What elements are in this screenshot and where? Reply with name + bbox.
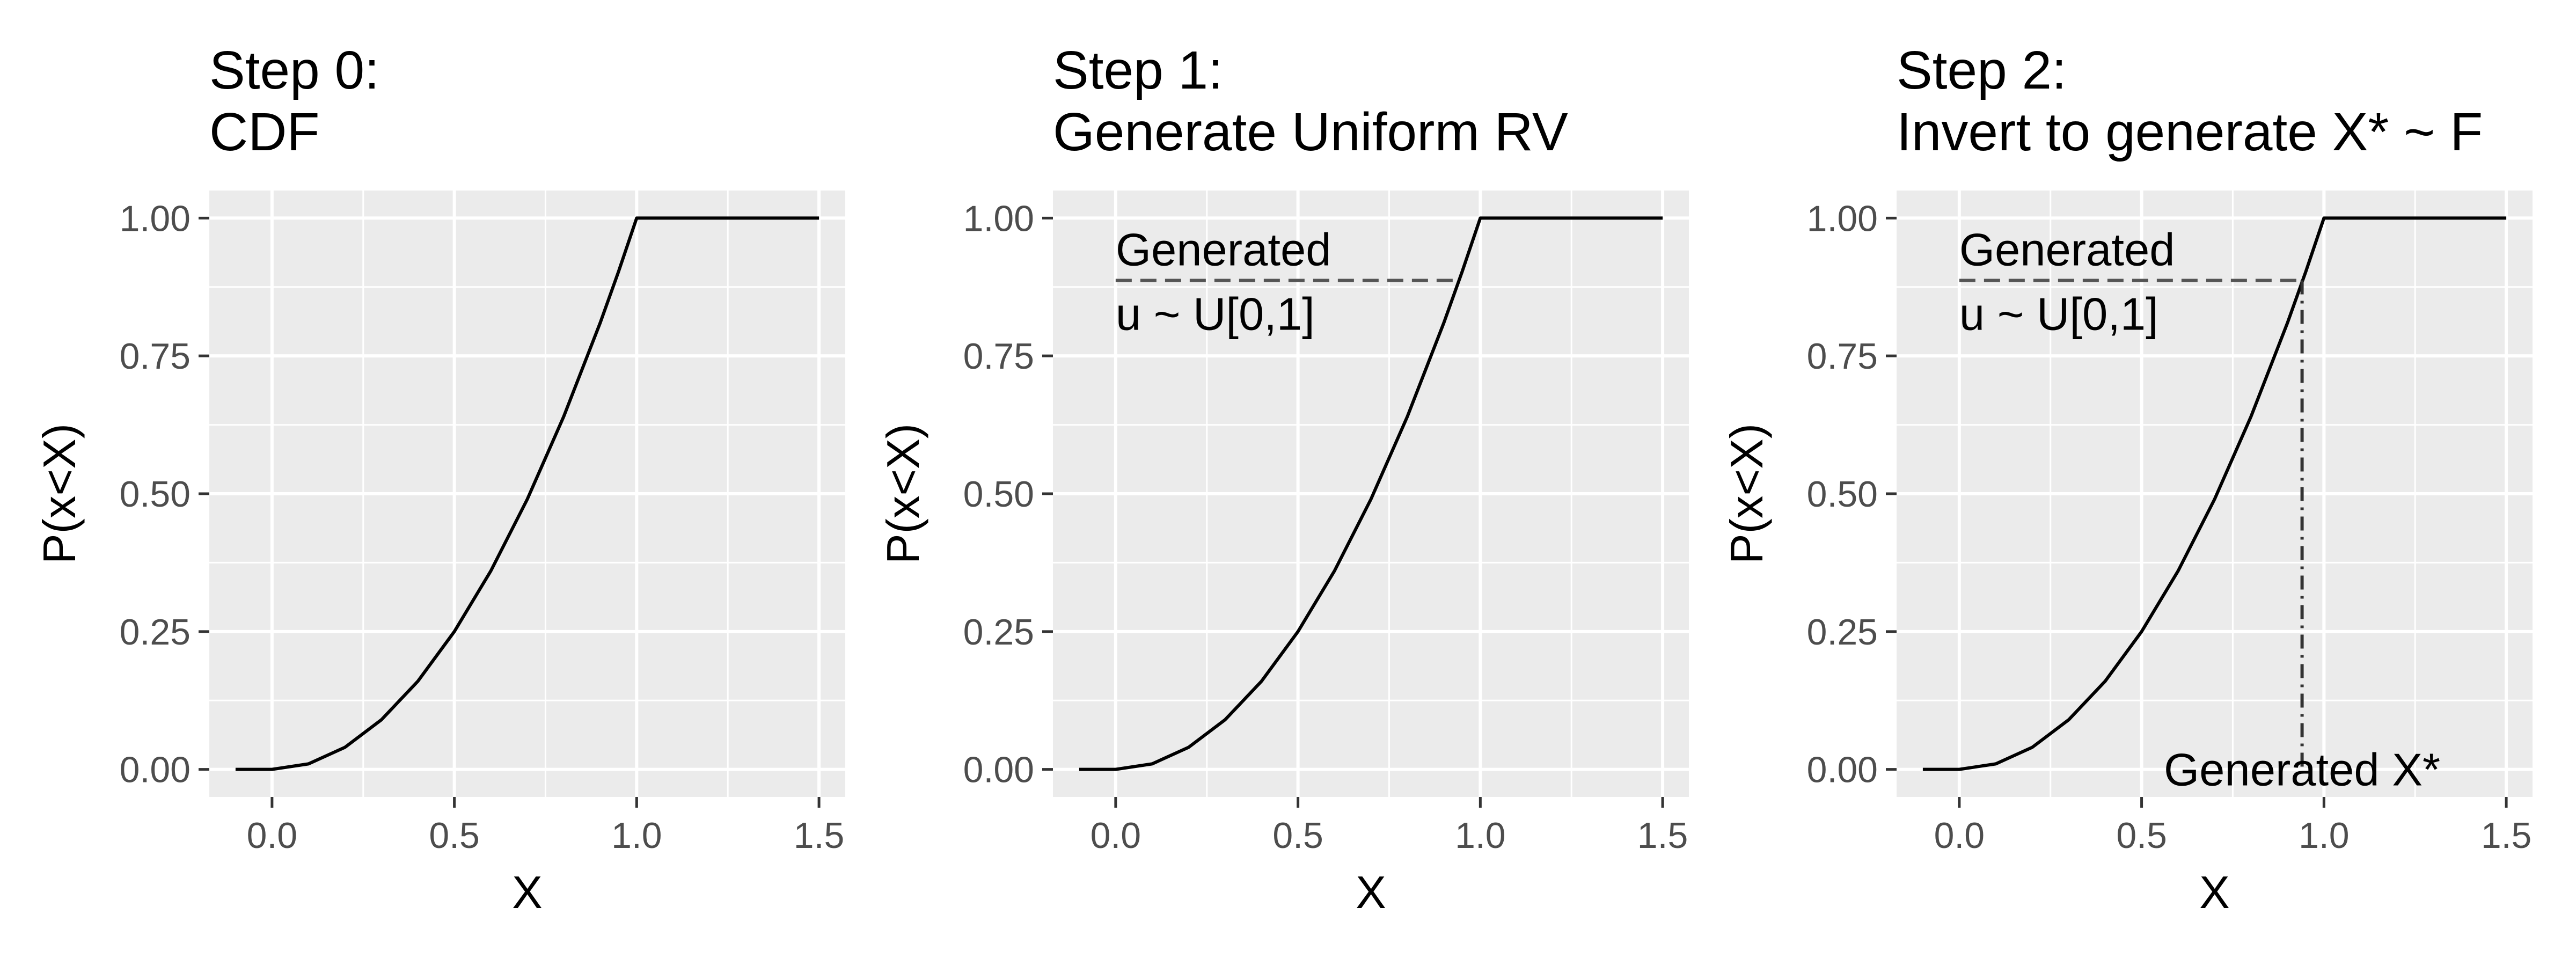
y-tick-label: 0.25 xyxy=(120,612,191,653)
x-tick-label: 1.5 xyxy=(1637,815,1688,856)
panel-title-line2: Invert to generate X* ~ F xyxy=(1897,102,2483,162)
annotation-generated-label: Generated xyxy=(1959,224,2175,275)
y-tick-label: 0.25 xyxy=(1807,612,1878,653)
annotation-uniform-label: u ~ U[0,1] xyxy=(1959,289,2158,340)
cdf-line-series-0 xyxy=(1079,216,1663,771)
annotation-uniform-label: u ~ U[0,1] xyxy=(1116,289,1315,340)
y-axis-title: P(x<X) xyxy=(878,423,929,564)
x-tick-label: 1.0 xyxy=(2299,815,2350,856)
y-tick-label: 0.75 xyxy=(963,336,1034,377)
x-tick-label: 1.0 xyxy=(611,815,662,856)
y-tick-label: 0.50 xyxy=(1807,474,1878,515)
y-tick-label: 1.00 xyxy=(120,198,191,239)
panel-title-line1: Step 1: xyxy=(1053,40,1223,100)
y-tick-label: 0.00 xyxy=(963,750,1034,791)
panel-1: Step 1:Generate Uniform RV 0.00 0.25 0.50 0.… xyxy=(878,40,1689,918)
x-tick-label: 0.5 xyxy=(2116,815,2167,856)
annotation-generated-label: Generated xyxy=(1116,224,1331,275)
y-tick-label: 0.75 xyxy=(120,336,191,377)
y-axis-title: P(x<X) xyxy=(34,423,85,564)
x-tick-label: 0.5 xyxy=(1272,815,1323,856)
y-tick-label: 1.00 xyxy=(963,198,1034,239)
annotation-generated-x-label: Generated X* xyxy=(2164,745,2440,796)
x-tick-label: 1.5 xyxy=(794,815,845,856)
panel-title-line2: Generate Uniform RV xyxy=(1053,102,1568,162)
x-tick-label: 1.0 xyxy=(1455,815,1506,856)
x-axis-title: X xyxy=(1356,867,1386,918)
panel-title-line1: Step 2: xyxy=(1897,40,2067,100)
y-tick-label: 0.00 xyxy=(120,750,191,791)
x-tick-label: 0.0 xyxy=(1091,815,1141,856)
y-axis-title: P(x<X) xyxy=(1722,423,1773,564)
panel-title-line1: Step 0: xyxy=(209,40,379,100)
cdf-line-series-0 xyxy=(235,216,819,771)
y-tick-label: 0.00 xyxy=(1807,750,1878,791)
panel-2: Step 2:Invert to generate X* ~ F 0.00 0.25… xyxy=(1722,40,2533,918)
x-tick-label: 0.5 xyxy=(429,815,480,856)
x-tick-label: 0.0 xyxy=(1934,815,1985,856)
x-tick-label: 1.5 xyxy=(2481,815,2532,856)
y-tick-label: 0.50 xyxy=(963,474,1034,515)
x-axis-title: X xyxy=(2199,867,2230,918)
x-axis-title: X xyxy=(512,867,543,918)
panel-0: Step 0:CDF 0.00 0.25 0.50 0.75 1.00 0.0 0.5 1.0 1… xyxy=(34,40,845,918)
x-tick-label: 0.0 xyxy=(247,815,298,856)
y-tick-label: 0.25 xyxy=(963,612,1034,653)
y-tick-label: 0.50 xyxy=(120,474,191,515)
panel-title-line2: CDF xyxy=(209,102,320,162)
y-tick-label: 0.75 xyxy=(1807,336,1878,377)
y-tick-label: 1.00 xyxy=(1807,198,1878,239)
cdf-line-series-0 xyxy=(1922,216,2507,771)
